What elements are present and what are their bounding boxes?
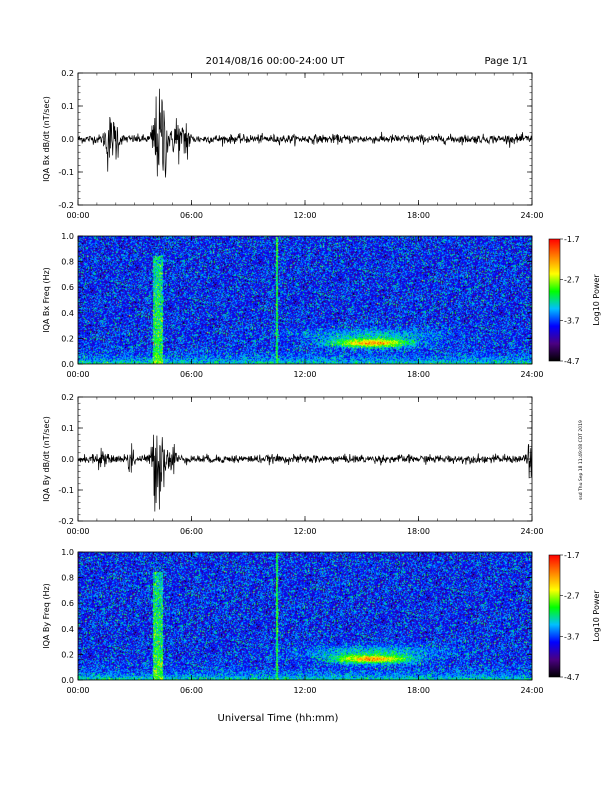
y-tick-label: 0.1 [61, 102, 74, 111]
y-tick-label: -0.2 [58, 201, 74, 210]
colorbar-label: Log10 Power [592, 274, 601, 326]
by-dbdt-panel: 00:00 06:00 12:00 18:00 24:00 -0.2 -0.1 0.0 0.1 0… [42, 393, 544, 536]
page-indicator: Page 1/1 [485, 56, 528, 67]
colorbar-tick-label: -2.7 [564, 592, 580, 601]
spectrogram-canvas [78, 236, 532, 364]
y-tick-label: -0.1 [58, 168, 74, 177]
x-tick-label: 06:00 [180, 527, 203, 536]
y-tick-label: 0.1 [61, 424, 74, 433]
series-line [77, 88, 533, 178]
y-tick-label: 0.8 [61, 574, 74, 583]
x-tick-label: 18:00 [407, 211, 430, 220]
x-tick-label: 00:00 [66, 370, 89, 379]
y-tick-label: 0.4 [61, 625, 74, 634]
side-timestamp: ssd Thu Sep 18 11:49:08 CDT 2019 [578, 420, 584, 500]
colorbar-tick-label: -1.7 [564, 551, 580, 560]
y-tick-label: -0.2 [58, 517, 74, 526]
colorbar-tick-label: -4.7 [564, 357, 580, 366]
x-tick-label: 24:00 [520, 211, 543, 220]
colorbar-label: Log10 Power [592, 590, 601, 642]
colorbar-tick-label: -2.7 [564, 276, 580, 285]
x-tick-label: 06:00 [180, 370, 203, 379]
y-tick-label: 0.2 [61, 69, 74, 78]
y-tick-label: 0.0 [61, 360, 74, 369]
colorbar-tick-label: -3.7 [564, 632, 580, 641]
x-tick-label: 24:00 [520, 686, 543, 695]
x-tick-label: 18:00 [407, 527, 430, 536]
x-tick-label: 00:00 [66, 211, 89, 220]
x-tick-label: 06:00 [180, 686, 203, 695]
by-spectrogram-panel: -1.7 -2.7 -3.7 -4.7 Log10 Power 00:00 06:00 12:… [42, 548, 601, 695]
colorbar-tick-label: -3.7 [564, 316, 580, 325]
spectrogram-canvas [78, 552, 532, 680]
x-tick-label: 18:00 [407, 686, 430, 695]
x-tick-label: 12:00 [293, 527, 316, 536]
spectrogram-image [78, 236, 532, 364]
x-tick-label: 24:00 [520, 527, 543, 536]
bx-dbdt-panel: 00:00 06:00 12:00 18:00 24:00 -0.2 -0.1 0.0 0.1 0… [42, 69, 544, 220]
y-tick-label: 0.0 [61, 455, 74, 464]
colorbar-tick-label: -4.7 [564, 673, 580, 682]
chart-title: 2014/08/16 00:00-24:00 UT [206, 56, 346, 67]
x-tick-label: 00:00 [66, 686, 89, 695]
series-line [77, 410, 533, 512]
bx-spectrogram-panel: -1.7 -2.7 -3.7 -4.7 Log10 Power 00:00 06:00 12:… [42, 232, 601, 379]
y-tick-label: 0.0 [61, 135, 74, 144]
y-tick-label: 0.0 [61, 676, 74, 685]
y-tick-label: 0.2 [61, 650, 74, 659]
y-tick-label: 0.2 [61, 393, 74, 402]
y-tick-label: 0.2 [61, 334, 74, 343]
y-tick-label: 0.6 [61, 283, 74, 292]
x-tick-label: 18:00 [407, 370, 430, 379]
x-tick-label: 06:00 [180, 211, 203, 220]
x-tick-label: 00:00 [66, 527, 89, 536]
x-tick-label: 12:00 [293, 370, 316, 379]
colorbar-tick-label: -1.7 [564, 235, 580, 244]
x-tick-label: 12:00 [293, 211, 316, 220]
y-axis-label: IQA By dB/dt (nT/sec) [42, 416, 51, 502]
y-axis-label: IQA By Freq (Hz) [42, 583, 51, 649]
colorbar [548, 554, 561, 678]
colorbar [548, 238, 561, 362]
y-tick-label: 0.4 [61, 309, 74, 318]
y-tick-label: -0.1 [58, 486, 74, 495]
spectrogram-image [78, 552, 532, 680]
y-tick-label: 0.8 [61, 258, 74, 267]
y-axis-label: IQA Bx dB/dt (nT/sec) [42, 96, 51, 182]
x-tick-label: 24:00 [520, 370, 543, 379]
x-axis-title: Universal Time (hh:mm) [218, 713, 339, 724]
y-tick-label: 1.0 [61, 548, 74, 557]
y-axis-label: IQA Bx Freq (Hz) [42, 267, 51, 333]
y-tick-label: 1.0 [61, 232, 74, 241]
x-tick-label: 12:00 [293, 686, 316, 695]
y-tick-label: 0.6 [61, 599, 74, 608]
